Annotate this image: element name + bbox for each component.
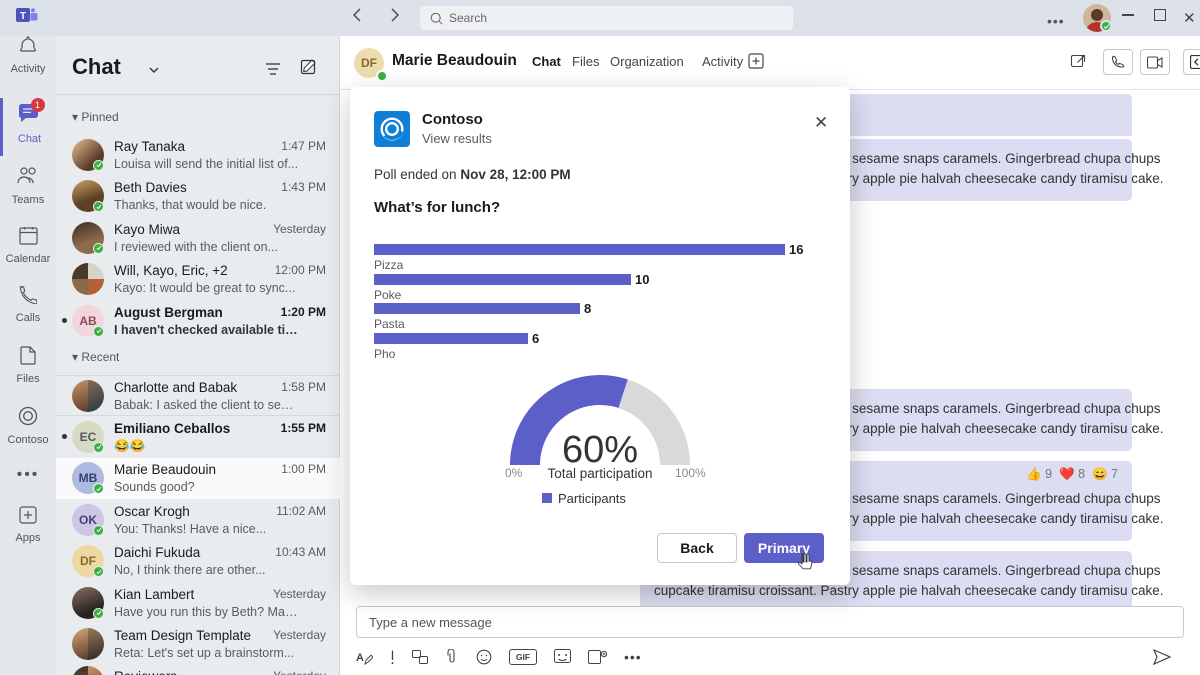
svg-text:A: A bbox=[356, 652, 364, 664]
svg-text:T: T bbox=[20, 11, 26, 22]
